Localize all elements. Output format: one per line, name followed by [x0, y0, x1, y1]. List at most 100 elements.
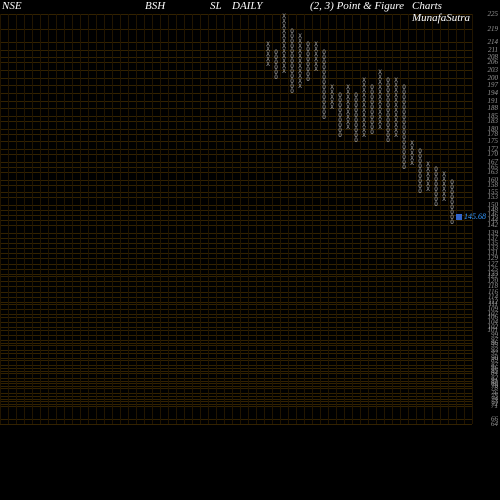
o-mark: O [304, 77, 312, 82]
y-axis-label: 211 [488, 48, 498, 53]
symbol-label: BSH [145, 0, 165, 12]
o-mark: O [400, 165, 408, 170]
y-axis-label: 219 [488, 27, 499, 32]
grid-v [232, 14, 233, 424]
o-mark: O [368, 130, 376, 135]
o-mark: O [352, 138, 360, 143]
y-axis-label: 188 [488, 106, 499, 111]
o-mark: O [448, 220, 456, 225]
grid-v [168, 14, 169, 424]
grid-v [48, 14, 49, 424]
o-mark: O [320, 115, 328, 120]
y-axis-label: 153 [488, 195, 499, 200]
pf-column-o: OOOOOOOOO [448, 14, 456, 424]
o-mark: O [272, 75, 280, 80]
x-mark: X [408, 161, 416, 166]
grid-v [176, 14, 177, 424]
o-mark: O [384, 138, 392, 143]
y-axis-label: 214 [488, 40, 499, 45]
x-mark: X [360, 133, 368, 138]
x-mark: X [328, 105, 336, 110]
grid-v [240, 14, 241, 424]
o-mark: O [432, 202, 440, 207]
pf-column-x: XXXXXX [312, 14, 320, 424]
o-mark: O [416, 189, 424, 194]
pf-column-x: XXXXXXXXX [344, 14, 352, 424]
pf-column-x: XXXXX [328, 14, 336, 424]
grid-v [200, 14, 201, 424]
grid-v [224, 14, 225, 424]
pf-column-o: OOOOOOOO [304, 14, 312, 424]
y-axis-label: 142 [488, 223, 499, 228]
pf-column-o: OOOOOOOOOO [368, 14, 376, 424]
interval-label: DAILY [232, 0, 262, 12]
y-axis-label: 71 [491, 404, 498, 409]
pf-column-x: XXXXX [264, 14, 272, 424]
grid-v [248, 14, 249, 424]
grid-v [184, 14, 185, 424]
y-axis-label: 170 [488, 152, 499, 157]
exchange-label: NSE [2, 0, 22, 12]
x-mark: X [440, 197, 448, 202]
pf-column-o: OOOOOOOOOOOOO [288, 14, 296, 424]
x-mark: X [344, 125, 352, 130]
o-mark: O [288, 89, 296, 94]
price-marker-box [456, 214, 462, 220]
params-label: (2, 3) Point & Figure [310, 0, 404, 12]
grid-v [112, 14, 113, 424]
grid-v [80, 14, 81, 424]
y-axis-label: 178 [488, 132, 499, 137]
chart-header: NSE BSH SL DAILY (2, 3) Point & Figure C… [0, 0, 500, 16]
pf-column-o: OOOOOOOOOOOOO [384, 14, 392, 424]
pf-column-x: XXXXXX [424, 14, 432, 424]
x-mark: X [296, 84, 304, 89]
pf-column-x: XXXXXXXXXXXX [280, 14, 288, 424]
grid-v [40, 14, 41, 424]
grid-v [128, 14, 129, 424]
y-axis-label: 158 [488, 183, 499, 188]
y-axis-label: 197 [488, 83, 499, 88]
segment-label: SL [210, 0, 222, 12]
grid-h [0, 424, 472, 425]
chart-area: XXXXXOOOOOOXXXXXXXXXXXXOOOOOOOOOOOOOXXXX… [0, 14, 472, 424]
x-mark: X [424, 187, 432, 192]
y-axis-label: 203 [488, 68, 499, 73]
pf-column-x: XXXXXX [440, 14, 448, 424]
grid-v [56, 14, 57, 424]
x-mark: X [312, 67, 320, 72]
y-axis: 2252192142112082062032001971941911881851… [472, 14, 500, 424]
pf-column-o: OOOOOOOOO [336, 14, 344, 424]
grid-v [216, 14, 217, 424]
grid-v [120, 14, 121, 424]
pf-column-o: OOOOOOOO [432, 14, 440, 424]
pf-column-o: OOOOOOOOOOOOOOOOO [400, 14, 408, 424]
y-axis-label: 175 [488, 139, 499, 144]
grid-v [24, 14, 25, 424]
y-axis-label: 194 [488, 91, 499, 96]
grid-v [152, 14, 153, 424]
grid-v [208, 14, 209, 424]
grid-v [0, 14, 1, 424]
grid-v [8, 14, 9, 424]
grid-v [16, 14, 17, 424]
pf-column-x: XXXXXXXXXXXX [376, 14, 384, 424]
grid-v [88, 14, 89, 424]
pf-column-o: OOOOOOOOOOOOOO [320, 14, 328, 424]
grid-v [32, 14, 33, 424]
grid-v [104, 14, 105, 424]
y-axis-label: 64 [491, 422, 498, 427]
grid-v [192, 14, 193, 424]
grid-v [256, 14, 257, 424]
x-mark: X [376, 125, 384, 130]
credit-label: Charts MunafaSutra [412, 0, 500, 24]
grid-v [160, 14, 161, 424]
pf-column-o: OOOOOOOOO [416, 14, 424, 424]
x-mark: X [392, 133, 400, 138]
y-axis-label: 200 [488, 76, 499, 81]
y-axis-label: 163 [488, 170, 499, 175]
pf-column-x: XXXXXXXXXXXX [360, 14, 368, 424]
grid-v [136, 14, 137, 424]
pf-column-x: XXXXXXXXXXXX [392, 14, 400, 424]
o-mark: O [336, 133, 344, 138]
y-axis-label: 206 [488, 60, 499, 65]
